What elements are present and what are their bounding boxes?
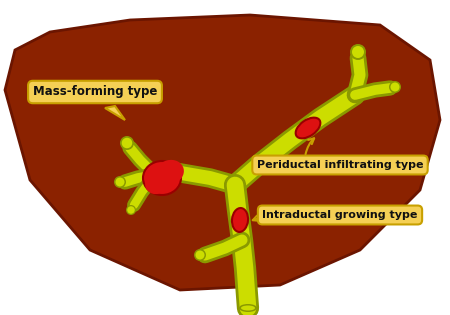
Circle shape bbox=[122, 138, 132, 148]
Ellipse shape bbox=[239, 304, 257, 312]
Ellipse shape bbox=[241, 306, 255, 311]
Circle shape bbox=[114, 176, 126, 188]
Circle shape bbox=[126, 205, 136, 215]
Text: Intraductal growing type: Intraductal growing type bbox=[262, 210, 418, 220]
Circle shape bbox=[350, 44, 366, 60]
Ellipse shape bbox=[143, 161, 181, 195]
Circle shape bbox=[127, 206, 135, 214]
Ellipse shape bbox=[145, 176, 165, 194]
Ellipse shape bbox=[296, 117, 320, 138]
Circle shape bbox=[195, 250, 204, 260]
Circle shape bbox=[352, 46, 364, 58]
Circle shape bbox=[194, 249, 206, 261]
Circle shape bbox=[391, 83, 400, 91]
Text: Periductal infiltrating type: Periductal infiltrating type bbox=[257, 160, 423, 170]
Ellipse shape bbox=[156, 160, 184, 184]
Text: Mass-forming type: Mass-forming type bbox=[33, 85, 157, 99]
Circle shape bbox=[389, 81, 401, 93]
Polygon shape bbox=[5, 15, 440, 290]
Polygon shape bbox=[105, 106, 125, 120]
Circle shape bbox=[120, 136, 134, 150]
Ellipse shape bbox=[232, 208, 248, 232]
Circle shape bbox=[116, 177, 125, 186]
